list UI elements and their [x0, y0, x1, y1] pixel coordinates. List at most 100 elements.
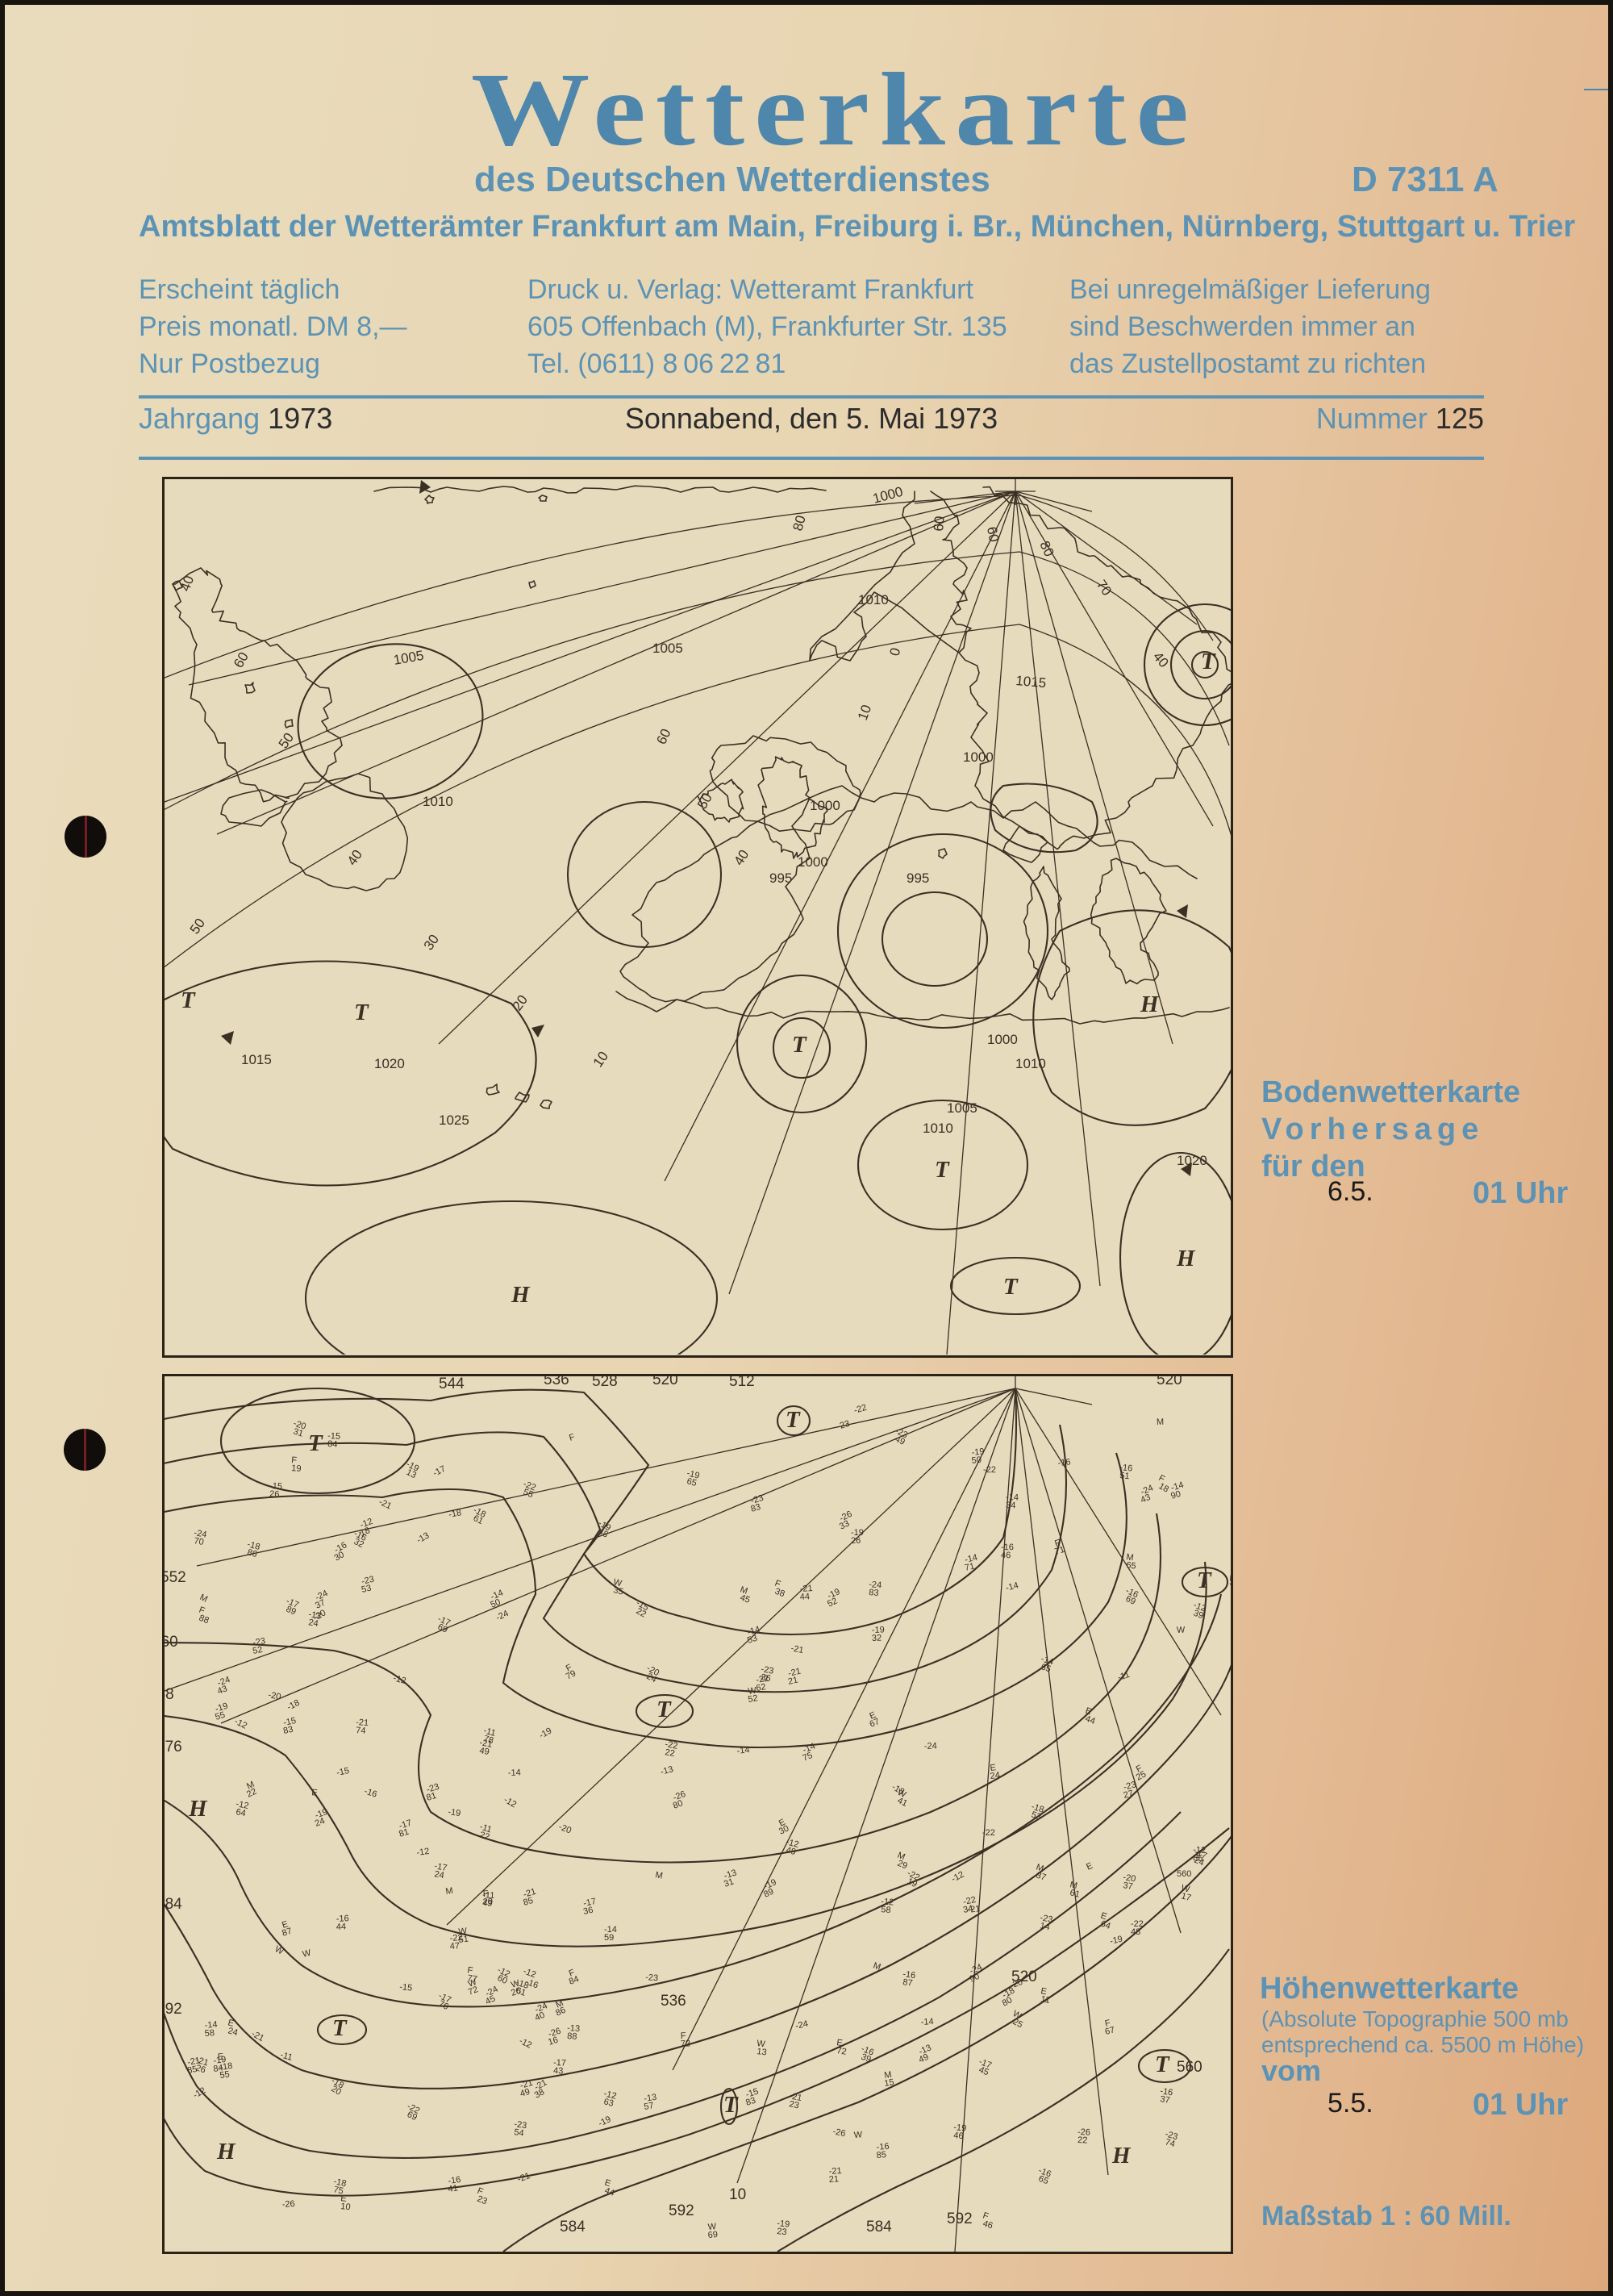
svg-text:584: 584 — [560, 2219, 586, 2235]
svg-text:1005: 1005 — [652, 641, 683, 656]
svg-text:560: 560 — [165, 1634, 178, 1651]
svg-text:49: 49 — [785, 1845, 797, 1857]
svg-text:T: T — [1201, 649, 1216, 674]
svg-text:15: 15 — [884, 2077, 895, 2089]
svg-text:-17: -17 — [431, 1464, 448, 1479]
svg-text:83: 83 — [282, 1725, 294, 1736]
svg-text:-21: -21 — [377, 1497, 393, 1512]
svg-text:26: 26 — [851, 1536, 861, 1546]
svg-text:49: 49 — [519, 2087, 531, 2099]
svg-text:-26: -26 — [281, 2199, 295, 2210]
svg-text:83: 83 — [750, 1502, 762, 1514]
svg-text:52: 52 — [252, 1645, 263, 1656]
svg-text:W: W — [1177, 1626, 1186, 1635]
svg-text:T: T — [308, 1430, 323, 1456]
svg-text:H: H — [188, 1796, 208, 1822]
svg-text:55: 55 — [214, 1710, 226, 1722]
svg-text:1000: 1000 — [810, 798, 840, 813]
svg-text:83: 83 — [869, 1588, 879, 1598]
svg-text:-22: -22 — [982, 1828, 995, 1838]
svg-text:50: 50 — [187, 916, 208, 937]
svg-text:40: 40 — [177, 574, 197, 593]
svg-text:61: 61 — [1069, 1888, 1081, 1899]
svg-text:16: 16 — [547, 2035, 559, 2048]
svg-text:T: T — [1003, 1274, 1019, 1300]
svg-text:31: 31 — [292, 1426, 304, 1438]
svg-text:45: 45 — [739, 1593, 751, 1605]
svg-text:20: 20 — [510, 992, 531, 1013]
svg-text:50: 50 — [276, 730, 297, 751]
svg-text:-20: -20 — [557, 1822, 573, 1836]
svg-text:552: 552 — [1229, 1573, 1233, 1590]
svg-text:88: 88 — [198, 1613, 210, 1626]
svg-text:35: 35 — [612, 1585, 624, 1597]
svg-text:-24: -24 — [794, 2019, 809, 2031]
svg-text:21: 21 — [828, 2174, 839, 2185]
svg-text:560: 560 — [1177, 2059, 1202, 2076]
svg-text:32: 32 — [872, 1634, 882, 1643]
svg-text:-11: -11 — [1116, 1670, 1131, 1683]
svg-text:T: T — [935, 1157, 950, 1183]
svg-text:87: 87 — [281, 1927, 293, 1939]
svg-text:85: 85 — [1193, 1853, 1203, 1864]
svg-text:81: 81 — [425, 1791, 437, 1803]
svg-text:544: 544 — [439, 1376, 465, 1392]
svg-text:64: 64 — [235, 1807, 246, 1818]
svg-text:E: E — [311, 1788, 319, 1798]
svg-text:83: 83 — [744, 2096, 756, 2108]
svg-text:24: 24 — [433, 1869, 444, 1881]
svg-text:44: 44 — [603, 2185, 615, 2198]
svg-text:T: T — [656, 1697, 672, 1722]
svg-text:48: 48 — [1131, 1927, 1140, 1937]
svg-text:1015: 1015 — [241, 1052, 272, 1067]
svg-text:58: 58 — [881, 1905, 891, 1915]
svg-text:81: 81 — [398, 1827, 410, 1839]
svg-text:584: 584 — [165, 1896, 182, 1913]
svg-text:43: 43 — [553, 2066, 564, 2076]
svg-text:584: 584 — [866, 2219, 892, 2235]
svg-text:1010: 1010 — [923, 1121, 953, 1136]
svg-text:46: 46 — [953, 2131, 964, 2141]
svg-text:30: 30 — [333, 1550, 347, 1563]
svg-text:T: T — [332, 2015, 348, 2041]
svg-text:24: 24 — [227, 2026, 239, 2038]
svg-text:-19: -19 — [538, 1726, 554, 1740]
svg-text:592: 592 — [165, 2001, 182, 2018]
svg-text:576: 576 — [165, 1739, 182, 1755]
svg-text:62: 62 — [756, 1682, 767, 1693]
svg-text:49: 49 — [478, 1746, 490, 1757]
svg-text:30: 30 — [421, 932, 442, 953]
svg-text:38: 38 — [773, 1587, 786, 1600]
svg-text:1010: 1010 — [1015, 1056, 1046, 1071]
svg-text:W: W — [302, 1948, 313, 1960]
svg-text:1000: 1000 — [987, 1032, 1018, 1047]
svg-text:E: E — [1085, 1861, 1094, 1872]
svg-text:1005: 1005 — [392, 648, 425, 668]
svg-text:-12: -12 — [502, 1795, 519, 1810]
svg-text:-12: -12 — [233, 1717, 249, 1731]
svg-text:H: H — [1176, 1246, 1196, 1271]
svg-text:T: T — [1197, 1568, 1212, 1593]
svg-text:520: 520 — [652, 1376, 678, 1388]
svg-text:10: 10 — [590, 1049, 611, 1070]
svg-text:F: F — [568, 1432, 576, 1443]
svg-text:-16: -16 — [363, 1786, 378, 1799]
svg-text:17: 17 — [1180, 1891, 1192, 1903]
svg-text:22: 22 — [664, 1747, 675, 1759]
svg-text:60: 60 — [984, 525, 1002, 543]
svg-text:70: 70 — [1094, 577, 1115, 598]
svg-text:-21: -21 — [250, 2029, 266, 2043]
svg-text:552: 552 — [165, 1569, 186, 1586]
svg-text:29: 29 — [896, 1859, 909, 1872]
svg-text:-13: -13 — [660, 1764, 674, 1777]
svg-text:26: 26 — [269, 1489, 280, 1500]
svg-text:-23: -23 — [645, 1972, 659, 1983]
svg-text:T: T — [786, 1407, 801, 1433]
svg-text:44: 44 — [336, 1922, 347, 1932]
svg-text:84: 84 — [327, 1439, 338, 1450]
svg-text:23: 23 — [777, 2227, 787, 2237]
svg-text:74: 74 — [1164, 2137, 1176, 2149]
svg-text:40: 40 — [731, 847, 752, 868]
svg-text:60: 60 — [231, 649, 252, 670]
svg-text:10: 10 — [855, 703, 874, 722]
